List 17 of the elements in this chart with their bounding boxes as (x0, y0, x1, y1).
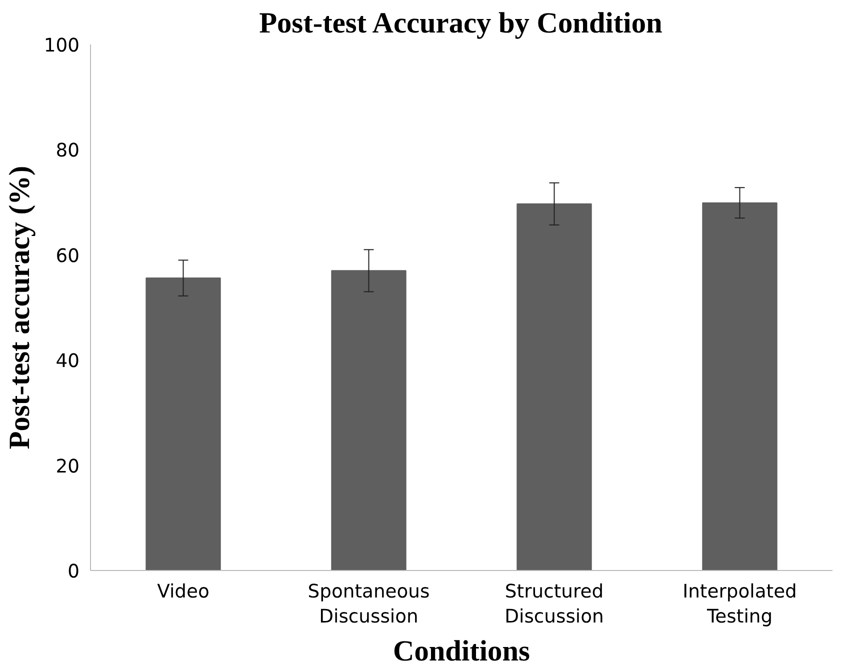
y-tick-label: 20 (56, 456, 80, 478)
x-tick-label: Interpolated Testing (682, 582, 797, 628)
chart-title: Post-test Accuracy by Condition (259, 8, 662, 40)
x-tick-label: Structured Discussion (504, 582, 604, 628)
y-tick-label: 40 (56, 351, 80, 372)
y-tick-label: 60 (56, 246, 80, 267)
y-tick-label: 80 (56, 140, 80, 162)
bar (702, 202, 778, 570)
y-tick-label: 0 (68, 562, 80, 582)
y-axis-title: Post-test accuracy (%) (4, 166, 36, 450)
bar (146, 278, 221, 570)
x-tick-label: Spontaneous Discussion (308, 582, 430, 628)
bar (516, 203, 592, 570)
bar (331, 270, 406, 570)
y-tick-label: 100 (44, 36, 80, 56)
x-axis-title: Conditions (393, 636, 530, 668)
x-tick-label: Video (157, 582, 210, 602)
